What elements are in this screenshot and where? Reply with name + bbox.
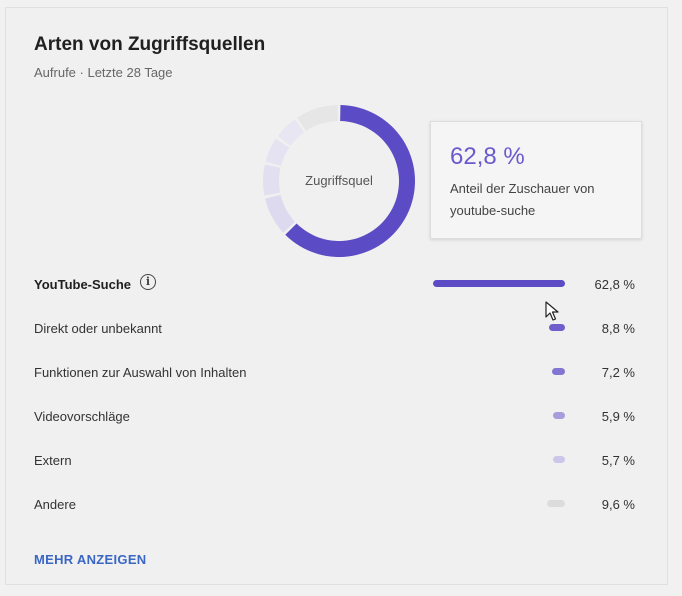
donut-segment-1[interactable]: [265, 194, 295, 233]
row-percent: 8,8 %: [601, 321, 635, 336]
row-bar: [553, 456, 565, 463]
card-title: Arten von Zugriffsquellen: [34, 34, 266, 55]
row-label: Extern: [34, 453, 72, 468]
donut-center-label: Zugriffsquel: [305, 173, 373, 188]
row-percent: 9,6 %: [601, 497, 635, 512]
donut-segment-4[interactable]: [277, 119, 305, 146]
row-percent: 5,9 %: [601, 409, 635, 424]
list-item-suggested-videos[interactable]: Videovorschläge 5,9 %: [6, 406, 669, 430]
row-bar: [552, 368, 565, 375]
show-more-button[interactable]: MEHR ANZEIGEN: [34, 552, 147, 567]
donut-chart[interactable]: Zugriffsquel: [260, 102, 418, 260]
list-item-browse-features[interactable]: Funktionen zur Auswahl von Inhalten 7,2 …: [6, 362, 669, 386]
donut-segment-2[interactable]: [263, 164, 281, 196]
tooltip-value: 62,8 %: [450, 143, 525, 170]
row-label: YouTube-Suche: [34, 277, 132, 292]
row-percent: 62,8 %: [594, 277, 635, 292]
list-item-youtube-search[interactable]: YouTube-Suche i 62,8 %: [6, 274, 669, 298]
row-label: Direkt oder unbekannt: [34, 321, 162, 336]
tooltip-description: Anteil der Zuschauer von youtube-suche: [450, 181, 595, 218]
row-percent: 7,2 %: [601, 365, 635, 380]
mouse-pointer-icon: [545, 301, 559, 321]
row-bar: [547, 500, 565, 507]
row-percent: 5,7 %: [601, 453, 635, 468]
row-label: Videovorschläge: [34, 409, 130, 424]
donut-segment-5[interactable]: [297, 105, 338, 131]
row-bar: [553, 412, 565, 419]
row-label: Andere: [34, 497, 76, 512]
list-item-external[interactable]: Extern 5,7 %: [6, 450, 669, 474]
row-bar: [549, 324, 565, 331]
list-item-other[interactable]: Andere 9,6 %: [6, 494, 669, 518]
chart-tooltip: 62,8 % Anteil der Zuschauer von youtube-…: [430, 121, 642, 239]
row-label: Funktionen zur Auswahl von Inhalten: [34, 365, 247, 380]
list-item-direct-unknown[interactable]: Direkt oder unbekannt 8,8 %: [6, 318, 669, 342]
row-bar: [433, 280, 565, 287]
card-subtitle: Aufrufe · Letzte 28 Tage: [34, 65, 173, 80]
donut-svg: [263, 105, 415, 257]
info-icon[interactable]: i: [140, 274, 156, 290]
donut-segment-3[interactable]: [265, 138, 290, 166]
donut-segment-0[interactable]: [285, 105, 415, 257]
traffic-sources-card: Arten von Zugriffsquellen Aufrufe · Letz…: [5, 7, 668, 585]
